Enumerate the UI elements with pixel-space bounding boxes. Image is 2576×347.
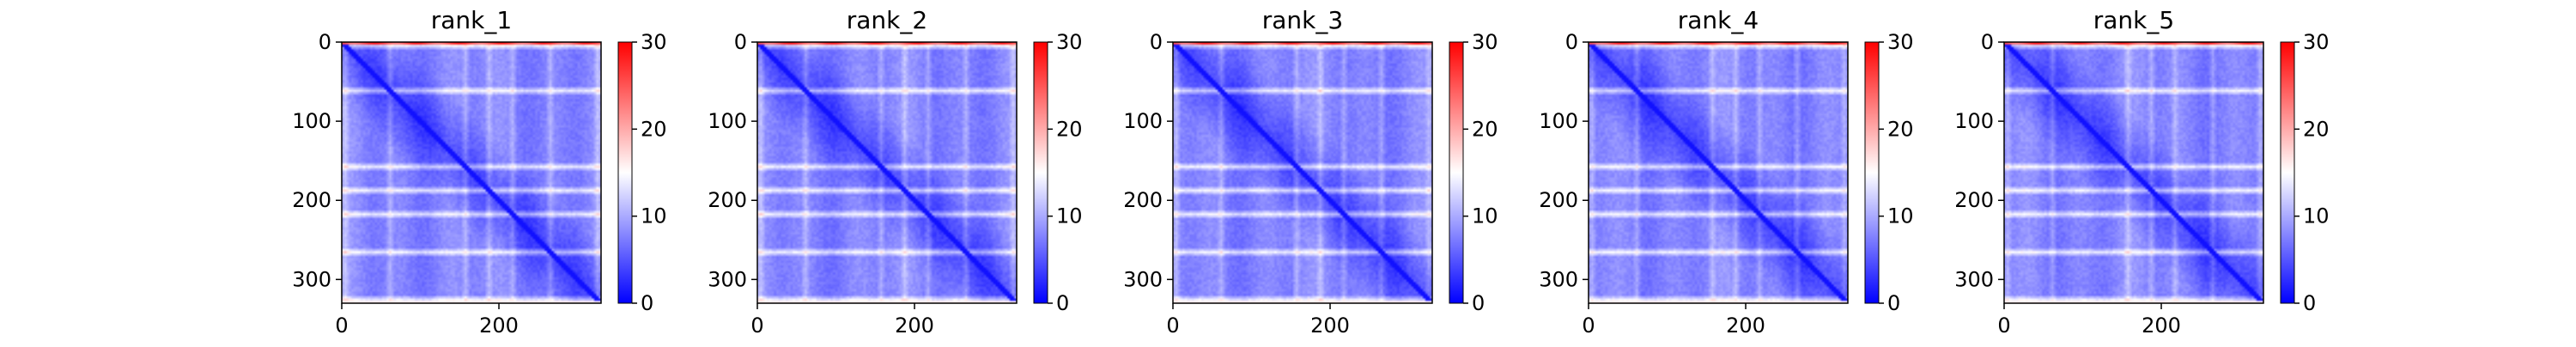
y-tick-label: 300	[292, 267, 331, 291]
x-tick-label: 0	[335, 314, 348, 338]
x-tick-label: 200	[2142, 314, 2181, 338]
colorbar	[617, 41, 633, 304]
x-tick-label: 0	[1997, 314, 2010, 338]
colorbar	[1033, 41, 1048, 304]
panel-title: rank_2	[847, 6, 927, 34]
colorbar-tick-label: 20	[1887, 117, 1914, 141]
colorbar-tick-label: 0	[1056, 291, 1069, 315]
heatmap-frame	[1588, 41, 1849, 304]
colorbar-tick-label: 10	[1472, 204, 1498, 228]
y-tick-label: 300	[1123, 267, 1163, 291]
colorbar-tick-label: 0	[2303, 291, 2316, 315]
x-tick-label: 200	[1726, 314, 1765, 338]
colorbar-tick-label: 30	[1056, 30, 1083, 54]
colorbar-tick-label: 0	[641, 291, 653, 315]
heatmap-image	[1589, 42, 1848, 303]
heatmap-image	[757, 42, 1017, 303]
heatmap-image	[342, 42, 601, 303]
heatmap-frame	[2003, 41, 2264, 304]
panel-title: rank_1	[431, 6, 512, 34]
colorbar-tick-label: 10	[1887, 204, 1914, 228]
y-tick-label: 0	[1565, 30, 1578, 54]
colorbar-tick-label: 10	[2303, 204, 2330, 228]
heatmap-frame	[1172, 41, 1433, 304]
y-tick-label: 300	[1954, 267, 1994, 291]
heatmap-frame	[341, 41, 602, 304]
y-tick-label: 0	[1150, 30, 1163, 54]
colorbar	[1449, 41, 1464, 304]
panel-title: rank_3	[1262, 6, 1343, 34]
y-tick-label: 200	[1954, 188, 1994, 212]
x-tick-label: 200	[1310, 314, 1350, 338]
colorbar-tick-label: 10	[1056, 204, 1083, 228]
y-tick-label: 100	[1123, 109, 1163, 133]
panel-title: rank_4	[1678, 6, 1759, 34]
x-tick-label: 0	[1166, 314, 1179, 338]
heatmap-image	[1173, 42, 1432, 303]
colorbar	[1864, 41, 1880, 304]
y-tick-label: 0	[734, 30, 747, 54]
heatmap-image	[2004, 42, 2263, 303]
colorbar-tick-label: 30	[2303, 30, 2330, 54]
y-tick-label: 300	[1539, 267, 1578, 291]
colorbar-tick-label: 10	[641, 204, 667, 228]
colorbar-tick-label: 30	[1472, 30, 1498, 54]
colorbar-tick-label: 0	[1887, 291, 1900, 315]
x-tick-label: 0	[1582, 314, 1595, 338]
colorbar-tick-label: 30	[1887, 30, 1914, 54]
y-tick-label: 100	[1539, 109, 1578, 133]
x-tick-label: 200	[895, 314, 934, 338]
y-tick-label: 200	[292, 188, 331, 212]
y-tick-label: 200	[1123, 188, 1163, 212]
y-tick-label: 0	[1981, 30, 1994, 54]
heatmap-frame	[756, 41, 1018, 304]
panel-title: rank_5	[2093, 6, 2174, 34]
y-tick-label: 100	[708, 109, 747, 133]
colorbar	[2280, 41, 2295, 304]
y-tick-label: 200	[1539, 188, 1578, 212]
y-tick-label: 300	[708, 267, 747, 291]
y-tick-label: 100	[1954, 109, 1994, 133]
colorbar-tick-label: 0	[1472, 291, 1485, 315]
x-tick-label: 200	[479, 314, 519, 338]
y-tick-label: 200	[708, 188, 747, 212]
colorbar-tick-label: 30	[641, 30, 667, 54]
x-tick-label: 0	[750, 314, 763, 338]
y-tick-label: 100	[292, 109, 331, 133]
colorbar-tick-label: 20	[641, 117, 667, 141]
colorbar-tick-label: 20	[2303, 117, 2330, 141]
colorbar-tick-label: 20	[1472, 117, 1498, 141]
colorbar-tick-label: 20	[1056, 117, 1083, 141]
y-tick-label: 0	[319, 30, 331, 54]
